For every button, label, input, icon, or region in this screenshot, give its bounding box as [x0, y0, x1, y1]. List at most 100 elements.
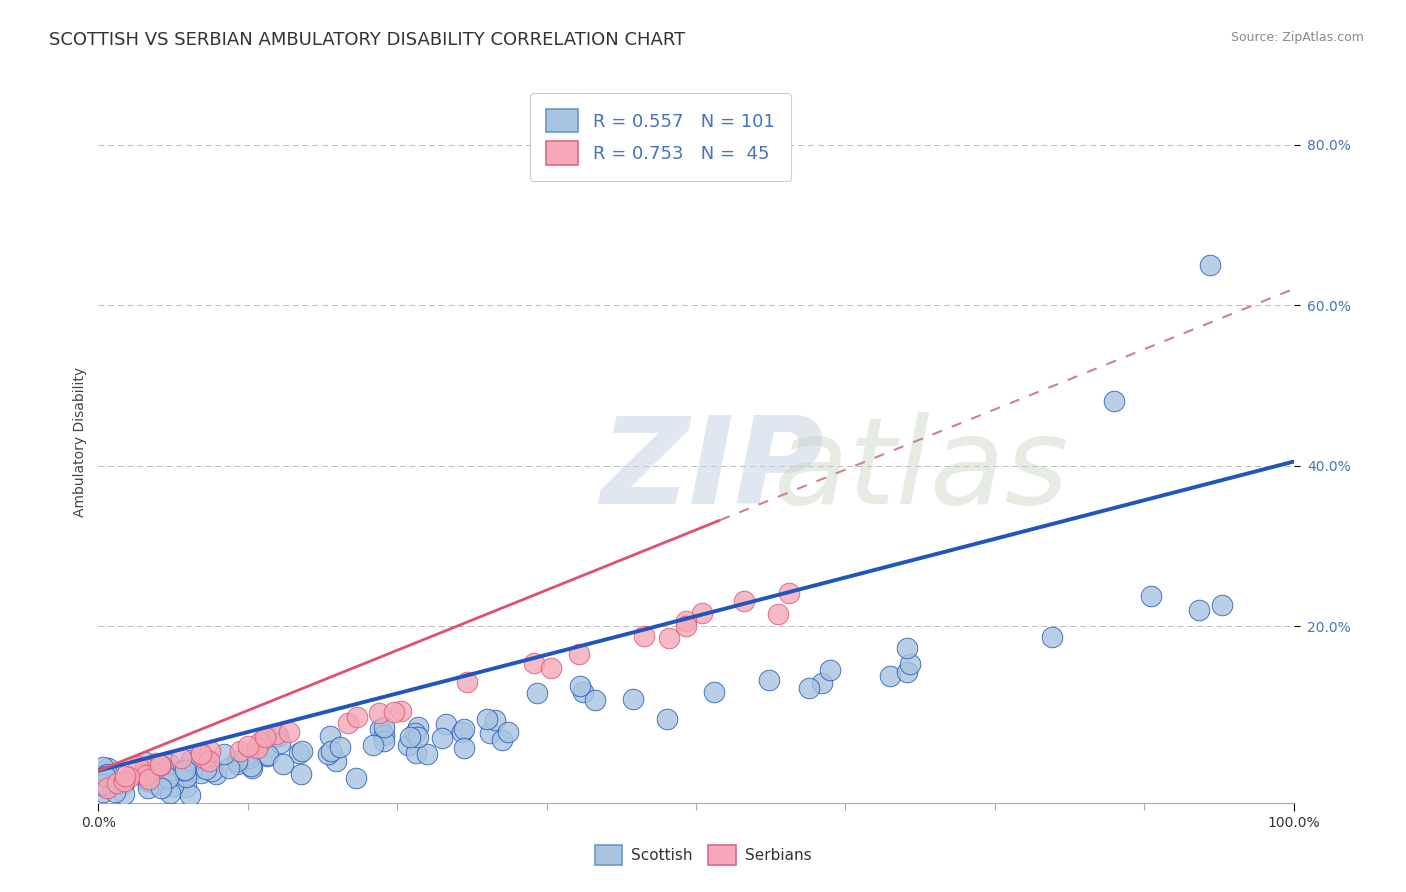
Point: [896, 665, 918, 679]
Point: [267, 730, 290, 744]
Point: [200, 764, 222, 778]
Point: [150, 758, 173, 772]
Point: [453, 741, 475, 756]
Point: [174, 763, 197, 777]
Point: [91, 771, 114, 785]
Point: [572, 685, 595, 699]
Point: [90, 778, 112, 792]
Point: [149, 757, 172, 772]
Point: [1040, 630, 1063, 644]
Point: [898, 657, 921, 671]
Point: [138, 772, 160, 786]
Point: [1199, 258, 1222, 272]
Point: [451, 724, 474, 739]
Point: [218, 761, 240, 775]
Point: [162, 779, 184, 793]
Point: [174, 770, 197, 784]
Point: [329, 740, 352, 755]
Y-axis label: Ambulatory Disability: Ambulatory Disability: [73, 367, 87, 516]
Point: [496, 724, 519, 739]
Point: [290, 767, 312, 781]
Point: [396, 738, 419, 752]
Point: [484, 713, 506, 727]
Point: [583, 693, 606, 707]
Point: [368, 706, 391, 720]
Point: [180, 753, 202, 767]
Point: [200, 744, 222, 758]
Point: [239, 759, 262, 773]
Point: [253, 730, 276, 744]
Point: [568, 647, 591, 661]
Point: [453, 722, 475, 736]
Point: [389, 704, 412, 718]
Point: [1140, 590, 1163, 604]
Point: [105, 776, 128, 790]
Point: [180, 764, 202, 778]
Point: [91, 760, 114, 774]
Point: [180, 755, 202, 769]
Point: [127, 759, 149, 773]
Point: [797, 681, 820, 696]
Point: [399, 730, 422, 744]
Point: [879, 669, 901, 683]
Point: [91, 777, 114, 791]
Point: [190, 747, 212, 762]
Point: [229, 744, 252, 758]
Point: [811, 675, 834, 690]
Point: [190, 765, 212, 780]
Point: [190, 746, 212, 760]
Point: [540, 661, 562, 675]
Point: [633, 628, 655, 642]
Point: [621, 692, 644, 706]
Point: [319, 744, 342, 758]
Point: [373, 734, 395, 748]
Point: [675, 614, 697, 628]
Point: [1211, 598, 1233, 612]
Point: [104, 785, 127, 799]
Point: [114, 768, 136, 782]
Point: [373, 728, 395, 742]
Point: [193, 751, 215, 765]
Point: [112, 773, 135, 788]
Point: [145, 777, 167, 791]
Point: [316, 747, 339, 762]
Point: [246, 741, 269, 756]
Point: [430, 731, 453, 745]
Legend: Scottish, Serbians: Scottish, Serbians: [589, 839, 817, 871]
Point: [238, 750, 260, 764]
Point: [491, 732, 513, 747]
Point: [156, 771, 179, 785]
Point: [226, 756, 249, 771]
Point: [368, 722, 391, 736]
Point: [382, 705, 405, 719]
Point: [406, 720, 429, 734]
Point: [197, 754, 219, 768]
Point: [896, 641, 918, 656]
Point: [568, 679, 591, 693]
Text: atlas: atlas: [773, 412, 1069, 529]
Point: [145, 756, 167, 770]
Point: [344, 771, 367, 785]
Point: [479, 726, 502, 740]
Point: [118, 770, 141, 784]
Point: [675, 619, 697, 633]
Point: [758, 673, 780, 687]
Point: [336, 715, 359, 730]
Point: [96, 766, 118, 780]
Point: [523, 656, 546, 670]
Point: [225, 754, 247, 768]
Point: [179, 788, 201, 802]
Point: [291, 744, 314, 758]
Point: [240, 760, 263, 774]
Point: [1104, 394, 1126, 409]
Point: [112, 788, 135, 802]
Point: [143, 761, 166, 775]
Point: [214, 747, 236, 761]
Point: [477, 711, 499, 725]
Point: [818, 663, 841, 677]
Point: [172, 763, 194, 777]
Point: [174, 780, 197, 794]
Legend: R = 0.557   N = 101, R = 0.753   N =  45: R = 0.557 N = 101, R = 0.753 N = 45: [530, 93, 790, 181]
Point: [405, 746, 427, 760]
Point: [1188, 603, 1211, 617]
